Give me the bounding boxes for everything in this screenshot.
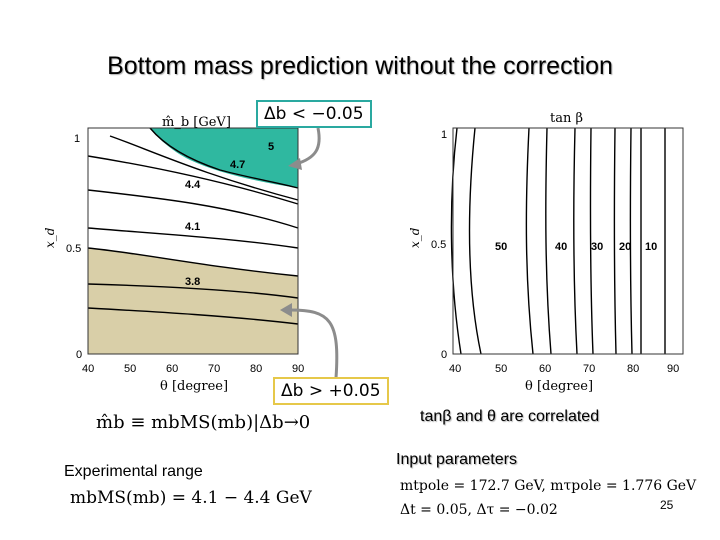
left-contour-plot: 5 4.7 4.4 4.1 3.8 1 0.5 0 x_d 40 50 60 7…	[43, 115, 304, 394]
y-tick: 0.5	[431, 239, 446, 251]
contour-label: 4.7	[230, 159, 245, 171]
experimental-label: Experimental range	[64, 463, 203, 480]
arrow-head	[288, 158, 302, 170]
contour-label: 10	[645, 241, 657, 253]
x-tick: 60	[539, 363, 551, 375]
contour-line	[589, 127, 594, 355]
x-tick: 90	[667, 363, 679, 375]
y-tick: 0.5	[66, 243, 81, 255]
contour-line	[525, 127, 534, 355]
contour-line	[87, 227, 299, 249]
y-tick: 0	[441, 349, 447, 361]
x-tick: 50	[495, 363, 507, 375]
y-axis-label: x_d	[43, 227, 57, 248]
x-tick: 70	[208, 363, 220, 375]
arrow-positive	[289, 308, 339, 379]
x-tick: 40	[82, 363, 94, 375]
plot-axis-title: tan β	[550, 111, 583, 126]
contour-label: 3.8	[185, 276, 200, 288]
contour-line	[629, 127, 633, 355]
x-tick: 40	[449, 363, 461, 375]
x-tick: 80	[250, 363, 262, 375]
x-tick: 70	[583, 363, 595, 375]
left-plot-frame	[87, 127, 299, 355]
contour-line	[109, 135, 299, 201]
input-line-2: Δt = 0.05, Δτ = −0.02	[400, 502, 558, 518]
contour-line	[87, 247, 299, 277]
x-tick: 80	[627, 363, 639, 375]
contour-line	[450, 127, 462, 355]
contour-line	[87, 307, 299, 325]
contour-label: 4.1	[185, 221, 200, 233]
positive-delta-box: Δb > +0.05	[273, 377, 389, 405]
right-plot-background	[453, 128, 683, 354]
contour-label: 5	[268, 141, 274, 153]
right-plot-frame	[452, 127, 684, 355]
contour-line	[87, 189, 299, 229]
y-tick: 1	[74, 133, 80, 145]
contour-line	[87, 283, 299, 299]
input-line-1: mtpole = 172.7 GeV, mτpole = 1.776 GeV	[400, 478, 697, 494]
contour-line	[545, 127, 552, 355]
contour-line	[87, 155, 299, 205]
left-tan-region	[88, 248, 298, 354]
right-contour-plot: 50 40 30 20 10 1 0.5 0 x_d 40 50 60 70 8…	[408, 111, 684, 394]
y-tick: 0	[76, 349, 82, 361]
arrow-head	[280, 303, 292, 317]
contour-line	[572, 127, 578, 355]
x-tick: 60	[166, 363, 178, 375]
mass-definition: m̂b ≡ mbMS(mb)|Δb→0	[96, 412, 311, 433]
x-axis-label: θ [degree]	[525, 379, 593, 394]
contour-label: 20	[619, 241, 631, 253]
left-teal-region	[150, 128, 298, 188]
contour-label: 40	[555, 241, 567, 253]
y-axis-label: x_d	[408, 227, 422, 248]
input-parameters-label: Input parameters	[396, 451, 517, 468]
x-tick: 50	[124, 363, 136, 375]
page-number: 25	[660, 498, 674, 512]
experimental-value: mbMS(mb) = 4.1 − 4.4 GeV	[70, 488, 312, 508]
contour-label: 50	[495, 241, 507, 253]
contour-line	[468, 127, 482, 355]
plot-axis-title: m̂_b [GeV]	[162, 115, 231, 130]
contour-label: 4.4	[185, 179, 201, 191]
slide-title: Bottom mass prediction without the corre…	[107, 52, 613, 80]
contour-label: 30	[591, 241, 603, 253]
x-tick: 90	[292, 363, 304, 375]
contour-line	[149, 127, 299, 189]
negative-delta-box: Δb < −0.05	[256, 100, 372, 128]
x-axis-label: θ [degree]	[160, 379, 228, 394]
correlation-note: tanβ and θ are correlated	[420, 408, 600, 425]
y-tick: 1	[441, 129, 447, 141]
contour-line	[613, 127, 617, 355]
